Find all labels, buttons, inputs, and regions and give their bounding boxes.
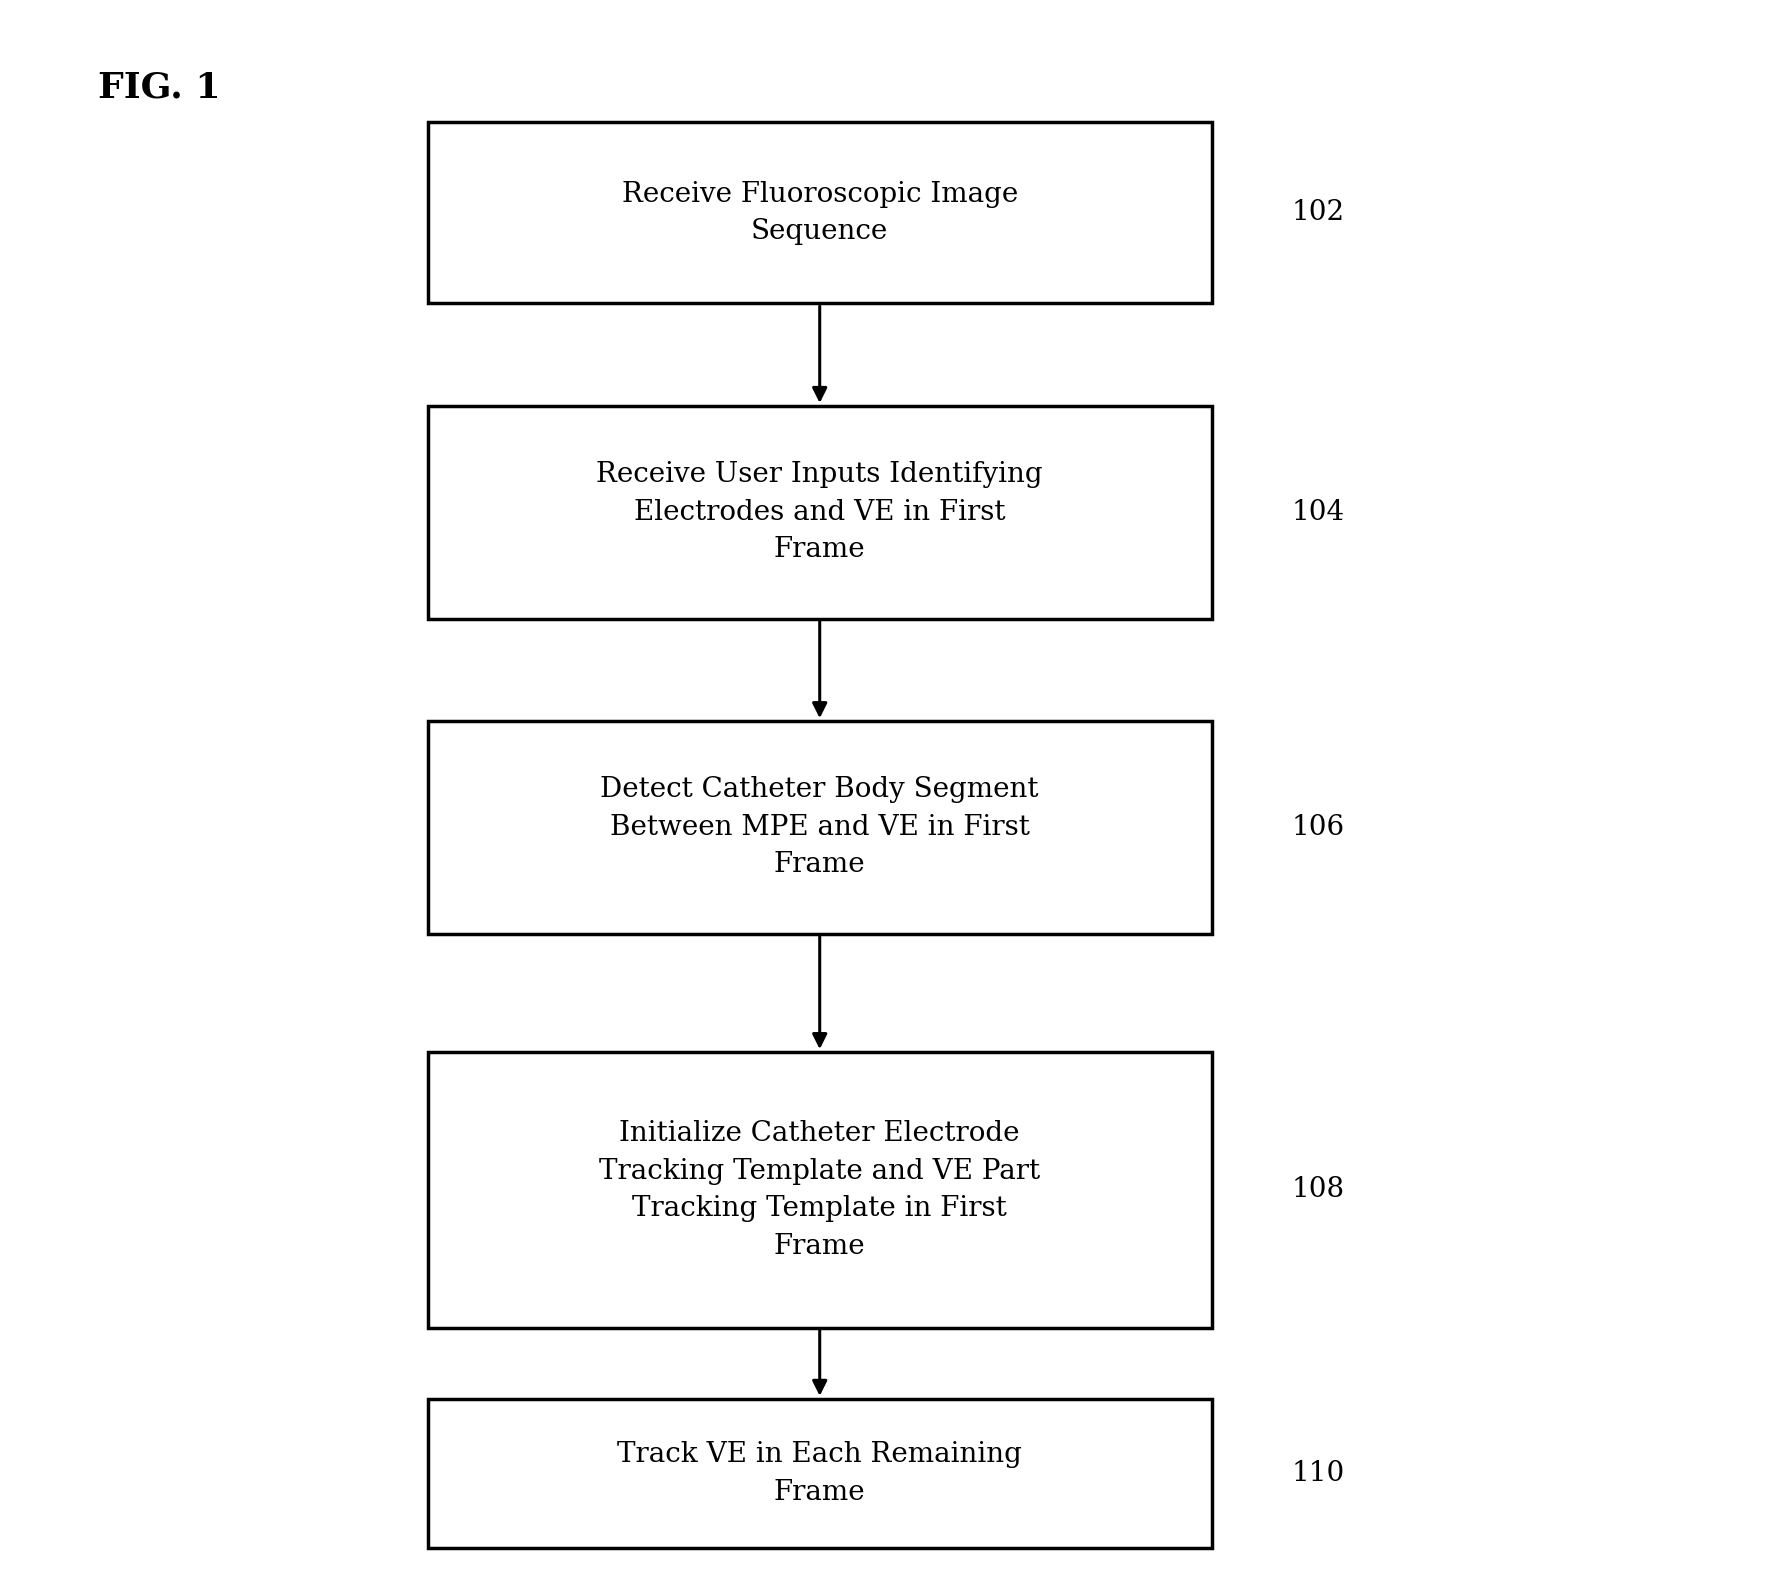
Text: Track VE in Each Remaining
Frame: Track VE in Each Remaining Frame: [617, 1442, 1023, 1505]
Text: 104: 104: [1292, 498, 1345, 526]
Text: Receive Fluoroscopic Image
Sequence: Receive Fluoroscopic Image Sequence: [622, 181, 1018, 244]
Text: 106: 106: [1292, 813, 1345, 842]
Text: 110: 110: [1292, 1459, 1345, 1488]
FancyBboxPatch shape: [428, 407, 1212, 618]
Text: Detect Catheter Body Segment
Between MPE and VE in First
Frame: Detect Catheter Body Segment Between MPE…: [601, 777, 1039, 878]
Text: 108: 108: [1292, 1176, 1345, 1204]
FancyBboxPatch shape: [428, 1399, 1212, 1548]
Text: Initialize Catheter Electrode
Tracking Template and VE Part
Tracking Template in: Initialize Catheter Electrode Tracking T…: [599, 1121, 1041, 1259]
FancyBboxPatch shape: [428, 722, 1212, 933]
Text: 102: 102: [1292, 199, 1345, 227]
FancyBboxPatch shape: [428, 123, 1212, 304]
Text: Receive User Inputs Identifying
Electrodes and VE in First
Frame: Receive User Inputs Identifying Electrod…: [597, 462, 1042, 563]
FancyBboxPatch shape: [428, 1053, 1212, 1327]
Text: FIG. 1: FIG. 1: [98, 71, 221, 106]
